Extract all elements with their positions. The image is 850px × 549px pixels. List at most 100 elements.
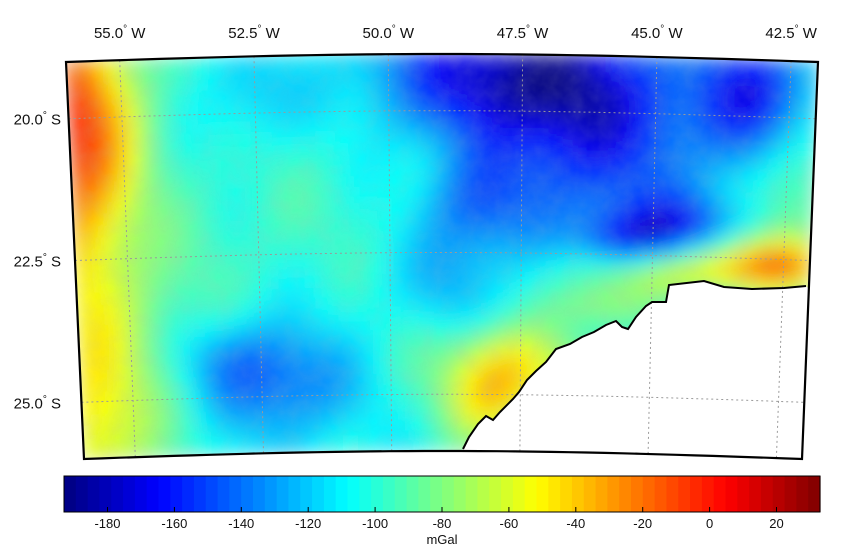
colorbar-step <box>229 476 242 512</box>
colorbar-step <box>205 476 219 512</box>
grid-line <box>387 54 393 452</box>
colorbar-step <box>123 476 136 512</box>
colorbar-step <box>631 476 644 512</box>
colorbar-tick-label: -180 <box>94 516 120 531</box>
colorbar-step <box>749 476 762 512</box>
grid-line <box>81 393 805 403</box>
colorbar-step <box>796 476 809 512</box>
colorbar-step <box>465 476 479 512</box>
colorbar: -180 -160 -140 -120 -100 -80 -60 -40 -20 0 20 mGal <box>63 475 821 547</box>
colorbar-step <box>619 476 632 512</box>
colorbar-tick-label: -120 <box>295 516 321 531</box>
colorbar-step <box>99 476 112 512</box>
colorbar-step <box>642 476 656 512</box>
latitude-label: 22.5° S <box>14 253 61 271</box>
colorbar-tick-label: -60 <box>500 516 519 531</box>
colorbar-tick-label: -140 <box>228 516 254 531</box>
colorbar-step <box>595 476 608 512</box>
longitude-labels: 55.0° W 52.5° W 50.0° W 47.5° W 45.0° W 42.5°… <box>94 24 818 42</box>
colorbar-step <box>524 476 538 512</box>
colorbar-step <box>371 476 384 512</box>
colorbar-step <box>217 476 230 512</box>
colorbar-step <box>571 476 585 512</box>
colorbar-step <box>335 476 349 512</box>
longitude-label: 45.0° W <box>631 24 683 42</box>
longitude-label: 55.0° W <box>94 24 146 42</box>
colorbar-step <box>477 476 490 512</box>
colorbar-step <box>134 476 148 512</box>
colorbar-step <box>760 476 774 512</box>
colorbar-tick-label: -40 <box>566 516 585 531</box>
colorbar-step <box>193 476 207 512</box>
grid-line <box>519 54 524 452</box>
colorbar-step <box>406 476 419 512</box>
colorbar-step <box>300 476 313 512</box>
colorbar-step <box>418 476 431 512</box>
colorbar-tick-label: 20 <box>769 516 783 531</box>
colorbar-step <box>701 476 715 512</box>
latitude-labels: 20.0° S 22.5° S 25.0° S <box>14 111 61 413</box>
colorbar-step <box>241 476 254 512</box>
colorbar-step <box>666 476 679 512</box>
colorbar-step <box>312 476 325 512</box>
colorbar-step <box>725 476 738 512</box>
colorbar-tick-label: 0 <box>706 516 713 531</box>
colorbar-step <box>264 476 278 512</box>
colorbar-step <box>536 476 549 512</box>
colorbar-step <box>276 476 290 512</box>
colorbar-step <box>288 476 301 512</box>
colorbar-step <box>501 476 514 512</box>
colorbar-step <box>182 476 195 512</box>
colorbar-tick-label: -80 <box>433 516 452 531</box>
colorbar-step <box>548 476 561 512</box>
colorbar-step <box>87 476 101 512</box>
colorbar-step <box>453 476 467 512</box>
grid-line <box>647 56 658 455</box>
land-mass <box>455 281 818 459</box>
colorbar-step <box>158 476 171 512</box>
colorbar-steps <box>64 476 821 512</box>
graticule <box>68 54 816 459</box>
colorbar-border <box>63 475 821 513</box>
grid-line <box>119 60 136 458</box>
longitude-label: 50.0° W <box>363 24 415 42</box>
colorbar-step <box>347 476 360 512</box>
colorbar-step <box>808 476 821 512</box>
colorbar-unit-label: mGal <box>426 532 457 547</box>
latitude-label: 20.0° S <box>14 111 61 129</box>
colorbar-step <box>489 476 502 512</box>
colorbar-step <box>690 476 703 512</box>
colorbar-step <box>64 476 77 512</box>
colorbar-tick-label: -100 <box>362 516 388 531</box>
colorbar-step <box>75 476 89 512</box>
colorbar-step <box>654 476 668 512</box>
colorbar-step <box>772 476 786 512</box>
grid-line <box>775 61 792 459</box>
colorbar-step <box>430 476 443 512</box>
map-frame <box>64 52 820 461</box>
colorbar-step <box>253 476 266 512</box>
longitude-label: 52.5° W <box>228 24 280 42</box>
colorbar-step <box>737 476 750 512</box>
colorbar-step <box>382 476 396 512</box>
colorbar-step <box>170 476 183 512</box>
colorbar-ticks: -180 -160 -140 -120 -100 -80 -60 -40 -20 0 20 <box>63 475 821 531</box>
colorbar-step <box>583 476 597 512</box>
colorbar-tick-label: -160 <box>161 516 187 531</box>
latitude-label: 25.0° S <box>14 394 61 412</box>
longitude-label: 42.5° W <box>765 24 817 42</box>
colorbar-step <box>560 476 573 512</box>
colorbar-step <box>442 476 455 512</box>
colorbar-step <box>394 476 408 512</box>
colorbar-step <box>713 476 727 512</box>
colorbar-step <box>359 476 372 512</box>
coastline <box>462 279 807 450</box>
grid-line <box>253 56 264 454</box>
colorbar-tick-label: -20 <box>633 516 652 531</box>
colorbar-step <box>146 476 160 512</box>
colorbar-step <box>512 476 526 512</box>
colorbar-step <box>323 476 337 512</box>
colorbar-step <box>678 476 691 512</box>
colorbar-step <box>111 476 124 512</box>
